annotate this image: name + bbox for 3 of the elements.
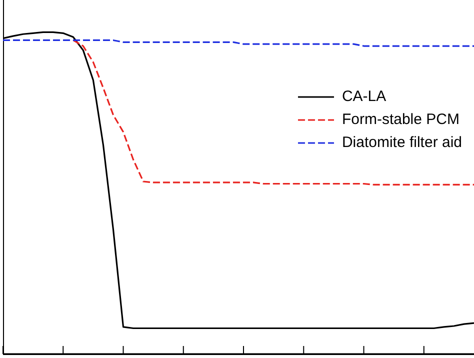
legend-label: Form-stable PCM bbox=[342, 111, 460, 128]
legend-label: CA-LA bbox=[342, 88, 386, 105]
legend-label: Diatomite filter aid bbox=[342, 134, 462, 151]
